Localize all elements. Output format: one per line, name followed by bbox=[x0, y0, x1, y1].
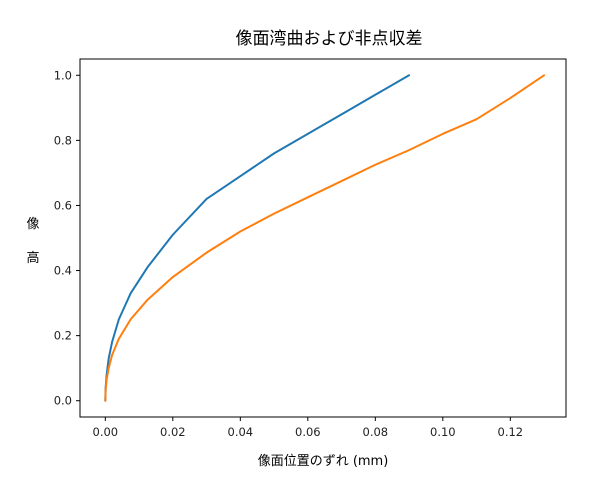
x-tick-label: 0.12 bbox=[498, 425, 524, 439]
y-axis-label-char-2: 高 bbox=[26, 250, 39, 266]
chart-title: 像面湾曲および非点収差 bbox=[236, 29, 423, 49]
y-axis-label-char-1: 像 bbox=[26, 217, 39, 232]
y-tick-label: 0.6 bbox=[54, 198, 72, 212]
series-line-2 bbox=[104, 74, 546, 402]
x-tick-label: 0.04 bbox=[228, 425, 254, 439]
x-tick-label: 0.00 bbox=[93, 425, 119, 439]
y-tick-label: 0.8 bbox=[54, 133, 72, 147]
x-tick-label: 0.08 bbox=[363, 425, 389, 439]
x-axis-label: 像面位置のずれ (mm) bbox=[258, 454, 389, 469]
x-tick-label: 0.06 bbox=[295, 425, 321, 439]
y-tick-label: 0.2 bbox=[54, 329, 72, 343]
plot-frame bbox=[79, 58, 567, 418]
series-layer bbox=[104, 74, 546, 402]
y-tick-label: 1.0 bbox=[54, 68, 72, 82]
x-tick-label: 0.02 bbox=[160, 425, 186, 439]
series-line-1 bbox=[104, 74, 411, 402]
x-axis-ticks: 0.00 0.02 0.04 0.06 0.08 0.10 0.12 bbox=[93, 417, 524, 439]
y-tick-label: 0.0 bbox=[54, 394, 72, 408]
y-axis-ticks: 0.0 0.2 0.4 0.6 0.8 1.0 bbox=[54, 68, 80, 408]
x-tick-label: 0.10 bbox=[430, 425, 456, 439]
plot-area bbox=[80, 59, 566, 417]
y-tick-label: 0.4 bbox=[54, 264, 72, 278]
